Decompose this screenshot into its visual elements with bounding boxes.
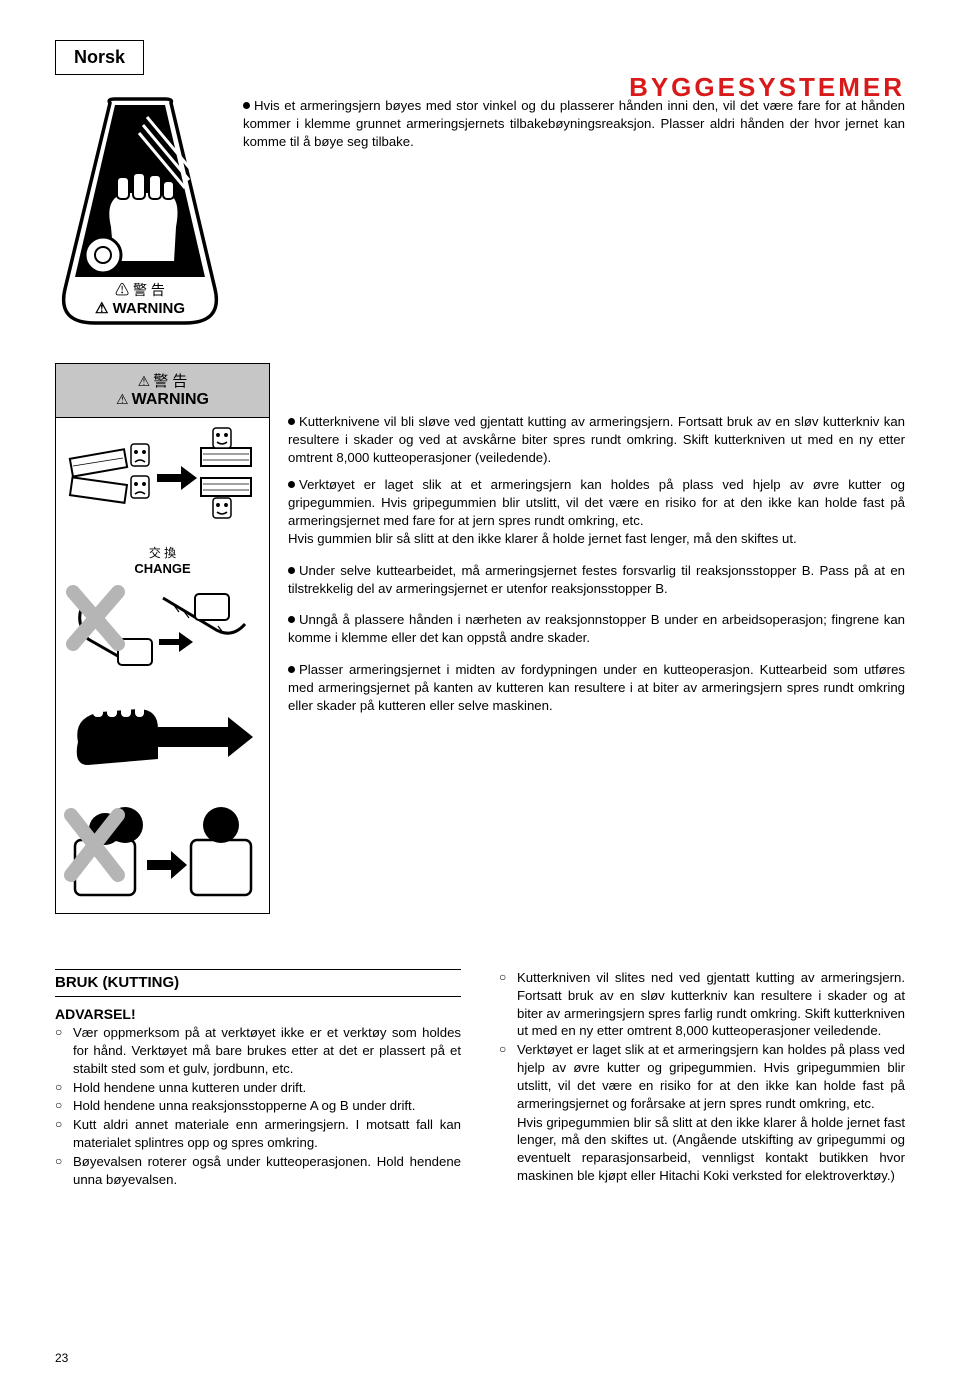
change-chinese: 交 換 [149, 546, 176, 560]
left-list: Vær oppmerksom på at verktøyet ikke er e… [55, 1024, 461, 1188]
list-item: Hold hendene unna kutteren under drift. [55, 1079, 461, 1097]
list-item: Bøyevalsen roterer også under kutteopera… [55, 1153, 461, 1189]
top-bullet-content: Hvis et armeringsjern bøyes med stor vin… [243, 98, 905, 149]
lower-columns: BRUK (KUTTING) ADVARSEL! Vær oppmerksom … [55, 969, 905, 1189]
mid-b5: Plasser armeringsjernet i midten av ford… [288, 662, 905, 713]
mid-b2: Verktøyet er laget slik at et armeringsj… [288, 477, 905, 528]
list-item: Kutterkniven vil slites ned ved gjentatt… [499, 969, 905, 1040]
header-chinese: 警 告 [153, 373, 187, 390]
trap-chinese: 警 告 [133, 282, 165, 298]
warning-trapezoid-icon: ⚠ 警 告 ⚠ WARNING [55, 97, 225, 327]
section-heading: BRUK (KUTTING) [55, 970, 461, 996]
left-column: BRUK (KUTTING) ADVARSEL! Vær oppmerksom … [55, 969, 461, 1189]
advarsel-label: ADVARSEL! [55, 1005, 461, 1024]
rebar-wrong-icon [63, 584, 263, 679]
list-item: Vær oppmerksom på at verktøyet ikke er e… [55, 1024, 461, 1077]
top-section: ⚠ 警 告 ⚠ WARNING Hvis et armeringsjern bø… [55, 97, 905, 327]
right-list: Kutterkniven vil slites ned ved gjentatt… [499, 969, 905, 1113]
mid-section: ⚠警 告 ⚠WARNING [55, 363, 905, 914]
svg-text:⚠ 警 告: ⚠ 警 告 [115, 282, 165, 298]
mid-text-column: Kutterknivene vil bli sløve ved gjentatt… [288, 363, 905, 914]
list-item: Verktøyet er laget slik at et armeringsj… [499, 1041, 905, 1112]
list-item: Kutt aldri annet materiale enn armerings… [55, 1116, 461, 1152]
mid-b2b: Hvis gummien blir så slitt at den ikke k… [288, 531, 797, 546]
position-icon [63, 785, 263, 905]
right-column: Kutterkniven vil slites ned ved gjentatt… [499, 969, 905, 1189]
tall-warning-panel: ⚠警 告 ⚠WARNING [55, 363, 270, 914]
hand-stopper-icon [63, 687, 263, 777]
change-english: CHANGE [134, 561, 190, 576]
list-item: Hold hendene unna reaksjonsstopperne A o… [55, 1097, 461, 1115]
mid-b4: Unngå å plassere hånden i nærheten av re… [288, 612, 905, 645]
mid-b1: Kutterknivene vil bli sløve ved gjentatt… [288, 414, 905, 465]
cutter-change-icon [63, 426, 263, 536]
trap-english: WARNING [113, 300, 186, 317]
language-box: Norsk [55, 40, 144, 75]
page-number: 23 [55, 1351, 68, 1365]
trapezoid-warning-svg: ⚠ 警 告 ⚠ WARNING [55, 97, 225, 327]
top-bullet-text: Hvis et armeringsjern bøyes med stor vin… [243, 97, 905, 327]
svg-text:⚠ WARNING: ⚠ WARNING [95, 300, 185, 317]
mid-b3: Under selve kuttearbeidet, må armeringsj… [288, 563, 905, 596]
brand-logo-text: BYGGESYSTEMER [629, 72, 905, 103]
header-english: WARNING [132, 391, 209, 408]
change-label: 交 換 CHANGE [56, 544, 269, 576]
right-tail-paragraph: Hvis gripegummien blir så slitt at den i… [499, 1114, 905, 1185]
tall-panel-header: ⚠警 告 ⚠WARNING [56, 364, 269, 418]
